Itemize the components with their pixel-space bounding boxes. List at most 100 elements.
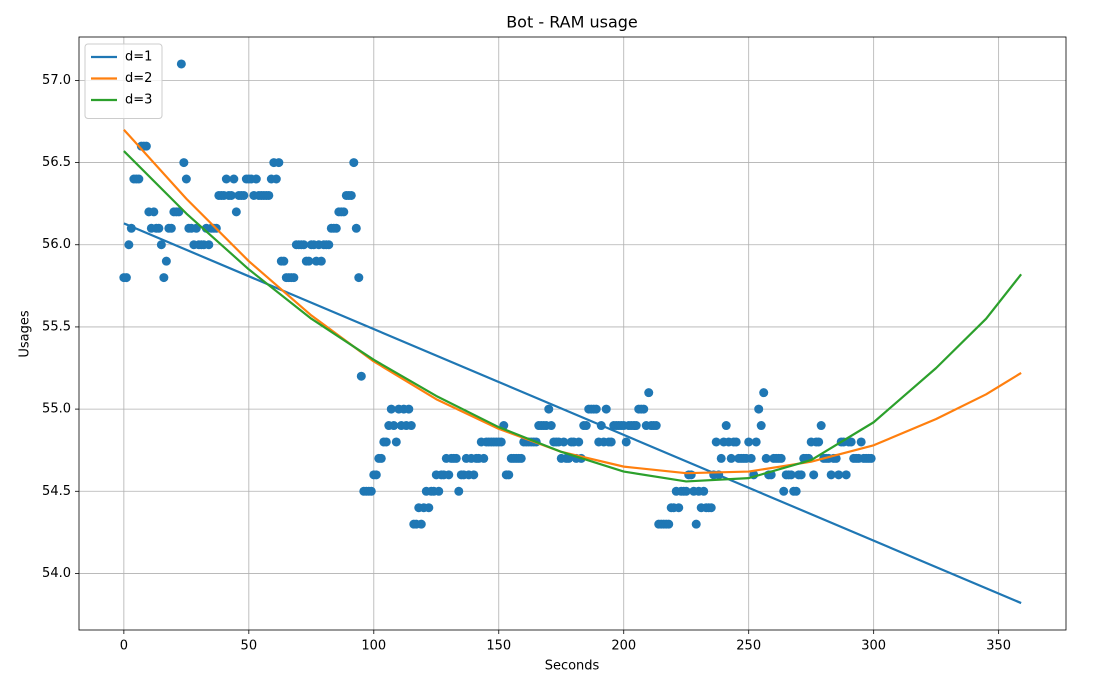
y-tick-label: 57.0 [42,73,71,88]
scatter-point [581,421,591,431]
scatter-point [779,486,789,496]
scatter-point [504,470,514,480]
scatter-point [204,240,214,250]
scatter-point [716,453,726,463]
scatter-point [331,223,341,233]
scatter-point [601,404,611,414]
scatter-point [451,453,461,463]
scatter-point [444,470,454,480]
scatter-point [179,158,189,168]
scatter-point [274,158,284,168]
fit-line [123,222,1022,605]
scatter-point [699,486,709,496]
scatter-point [691,519,701,529]
chart-title: Bot - RAM usage [506,13,638,32]
fit-line [123,128,1022,475]
scatter-point [299,240,309,250]
scatter-point [354,273,364,283]
scatter-point [141,141,151,151]
scatter-point [349,158,359,168]
y-tick-label: 55.5 [42,319,71,334]
scatter-point [289,273,299,283]
scatter-point [381,437,391,447]
scatter-point [271,174,281,184]
scatter-point [796,470,806,480]
scatter-point [606,437,616,447]
axes-frame [78,36,1067,631]
scatter-point [469,470,479,480]
scatter-point [546,421,556,431]
scatter-point [841,470,851,480]
scatter-point [756,421,766,431]
scatter-point [176,59,186,69]
scatter-point [479,453,489,463]
scatter-point [759,388,769,398]
x-tick-label: 300 [861,639,886,654]
grid [79,37,1066,630]
y-tick-label: 56.5 [42,155,71,170]
scatter-point [416,519,426,529]
ticks: 0 50 100 150 200 250 300 350 54.0 54.5 55.0 55.5 56.… [42,73,1011,654]
scatter-point [559,437,569,447]
x-tick-label: 350 [986,639,1011,654]
scatter-point [816,421,826,431]
scatter-point [644,388,654,398]
y-tick-label: 56.0 [42,237,71,252]
scatter-point [404,404,414,414]
scatter-point [744,437,754,447]
scatter-point [846,437,856,447]
x-tick-label: 150 [486,639,511,654]
scatter-point [231,207,241,217]
scatter-point [639,404,649,414]
x-tick-label: 100 [361,639,386,654]
scatter-point [226,190,236,200]
scatter-point [316,256,326,266]
scatter-point [516,453,526,463]
scatter-point [356,371,366,381]
scatter-point [251,174,261,184]
scatter-point [686,470,696,480]
legend-label: d=3 [125,93,152,108]
scatter-point [351,223,361,233]
fit-line [123,150,1023,483]
scatter-point [229,174,239,184]
scatter-point [681,486,691,496]
scatter-point [156,240,166,250]
scatter-point [651,421,661,431]
y-axis-label: Usages [18,310,33,358]
legend-label: d=2 [125,71,152,86]
scatter-point [371,470,381,480]
scatter-point [834,470,844,480]
scatter-point [721,421,731,431]
scatter-point [191,223,201,233]
scatter-point [631,421,641,431]
scatter-point [814,437,824,447]
scatter-point [324,240,334,250]
scatter-point [154,223,164,233]
scatter-point [239,190,249,200]
scatter-point [726,453,736,463]
scatter-point [711,437,721,447]
scatter-point [574,437,584,447]
scatter-point [856,437,866,447]
scatter-point [149,207,159,217]
scatter-point [389,421,399,431]
scatter-point [591,404,601,414]
legend-label: d=1 [125,50,152,65]
y-tick-label: 54.5 [42,484,71,499]
scatter-point [746,453,756,463]
scatter-point [751,437,761,447]
scatter-point [124,240,134,250]
scatter-point [496,437,506,447]
scatter-point [304,256,314,266]
y-tick-label: 54.0 [42,566,71,581]
scatter-point [731,437,741,447]
x-axis-label: Seconds [545,659,600,674]
legend: d=1 d=2 d=3 [84,43,163,119]
scatter-point [424,503,434,513]
scatter-point [181,174,191,184]
scatter-point [121,273,131,283]
scatter-point [664,519,674,529]
plot-area [119,59,1023,605]
